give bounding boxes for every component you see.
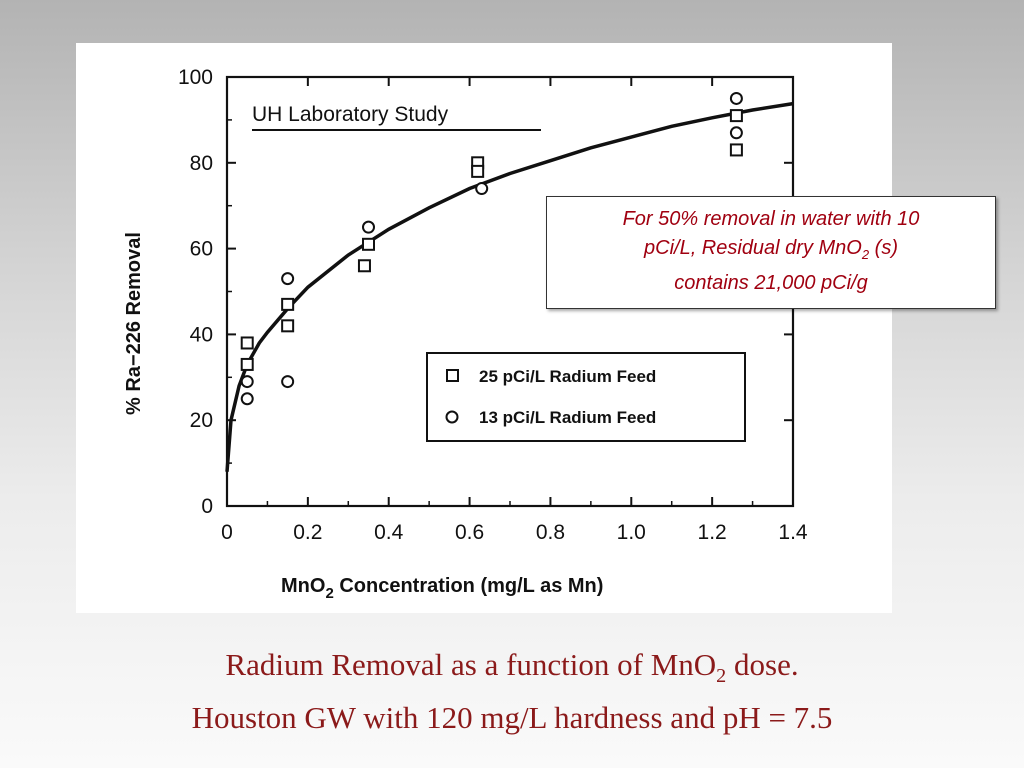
data-point-square bbox=[729, 143, 743, 157]
y-tick-label: 40 bbox=[190, 323, 213, 346]
legend-square-marker bbox=[446, 369, 459, 382]
y-tick-label: 80 bbox=[190, 152, 213, 175]
caption-line-1: Radium Removal as a function of MnO2 dos… bbox=[225, 647, 799, 688]
legend-circle-marker bbox=[445, 410, 459, 424]
note-line-2: pCi/L, Residual dry MnO2 (s) bbox=[644, 237, 898, 262]
note-line-1: For 50% removal in water with 10 bbox=[622, 208, 920, 230]
legend-frame bbox=[426, 352, 746, 442]
data-point-circle bbox=[240, 392, 254, 406]
data-point-square bbox=[729, 109, 743, 123]
data-markers bbox=[240, 91, 743, 406]
x-tick-label: 0.4 bbox=[374, 521, 404, 544]
x-tick-label: 1.0 bbox=[617, 521, 646, 544]
data-point-square bbox=[240, 336, 254, 350]
slide-caption: Radium Removal as a function of MnO2 dos… bbox=[0, 644, 1024, 738]
data-point-circle bbox=[240, 375, 254, 389]
legend-label-25: 25 pCi/L Radium Feed bbox=[479, 367, 656, 386]
y-axis-title: % Ra−226 Removal bbox=[123, 232, 145, 415]
data-point-square bbox=[281, 297, 295, 311]
caption-line-2: Houston GW with 120 mg/L hardness and pH… bbox=[191, 700, 833, 736]
study-annotation: UH Laboratory Study bbox=[252, 103, 449, 126]
chart: 0 0.2 0.4 0.6 0.8 1.0 1.2 1.4 0 20 40 60 80 100 UH La… bbox=[123, 66, 808, 602]
data-point-circle bbox=[281, 375, 295, 389]
legend-label-13: 13 pCi/L Radium Feed bbox=[479, 408, 656, 427]
data-point-square bbox=[240, 357, 254, 371]
axis-ticks bbox=[226, 76, 794, 507]
y-tick-label: 60 bbox=[190, 238, 213, 261]
x-tick-label: 0.6 bbox=[455, 521, 484, 544]
y-tick-label: 100 bbox=[178, 66, 213, 89]
chart-panel: 0 0.2 0.4 0.6 0.8 1.0 1.2 1.4 0 20 40 60 80 100 UH La… bbox=[76, 43, 892, 613]
x-tick-label: 0.8 bbox=[536, 521, 565, 544]
data-point-square bbox=[281, 319, 295, 333]
annotation-note-box: For 50% removal in water with 10 pCi/L, … bbox=[546, 196, 996, 309]
x-tick-label: 0.2 bbox=[293, 521, 322, 544]
legend: 25 pCi/L Radium Feed 13 pCi/L Radium Fee… bbox=[426, 352, 746, 442]
y-tick-label: 20 bbox=[190, 409, 213, 432]
data-point-circle bbox=[281, 272, 295, 286]
x-tick-label: 1.2 bbox=[698, 521, 727, 544]
data-point-circle bbox=[729, 126, 743, 140]
data-point-square bbox=[471, 164, 485, 178]
data-point-circle bbox=[475, 182, 489, 196]
data-point-square bbox=[357, 259, 371, 273]
data-point-circle bbox=[729, 91, 743, 105]
note-line-3: contains 21,000 pCi/g bbox=[674, 272, 868, 294]
x-tick-label: 1.4 bbox=[778, 521, 808, 544]
data-point-square bbox=[362, 237, 375, 251]
x-axis-title: MnO2 Concentration (mg/L as Mn) bbox=[281, 575, 603, 602]
x-tick-label: 0 bbox=[221, 521, 233, 544]
y-tick-label: 0 bbox=[201, 495, 213, 518]
tick-labels: 0 0.2 0.4 0.6 0.8 1.0 1.2 1.4 0 20 40 60 80 100 bbox=[178, 66, 808, 544]
data-point-circle bbox=[362, 220, 375, 234]
